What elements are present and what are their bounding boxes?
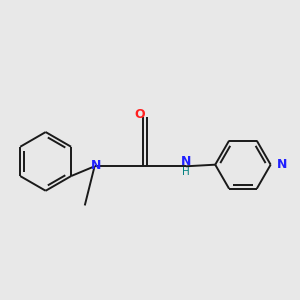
Text: O: O xyxy=(134,108,145,121)
Text: N: N xyxy=(181,155,191,168)
Text: N: N xyxy=(91,159,101,172)
Text: H: H xyxy=(182,167,190,177)
Text: N: N xyxy=(277,158,287,171)
